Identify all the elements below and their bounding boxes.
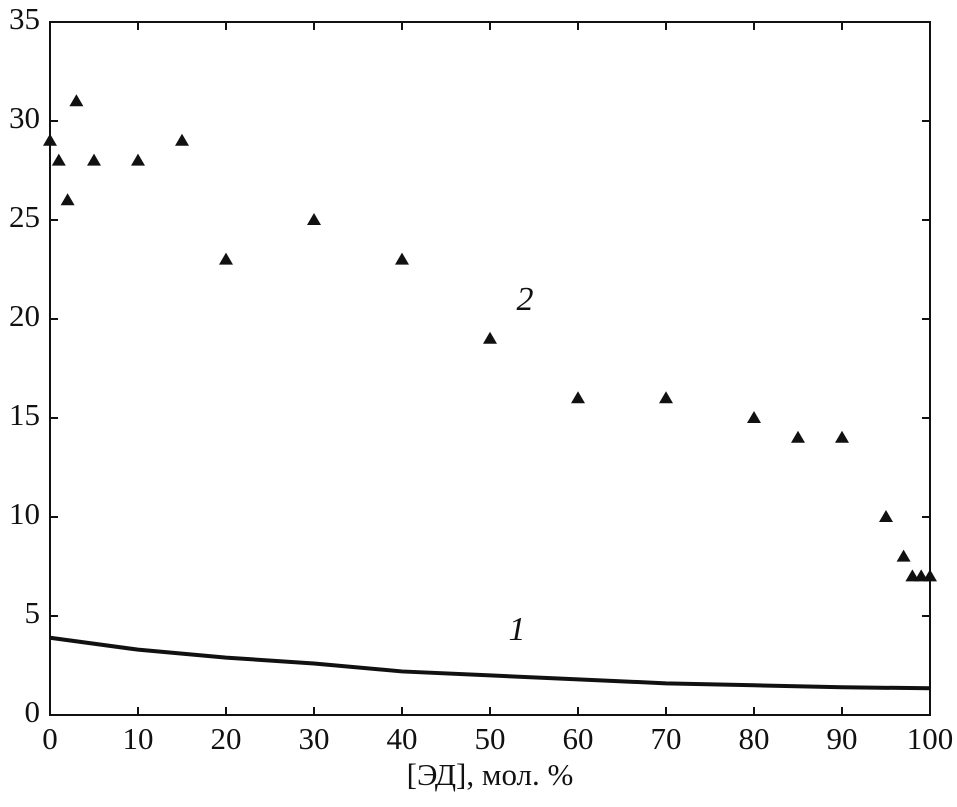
x-tick-label: 30 xyxy=(299,721,330,756)
marker xyxy=(395,252,409,265)
y-tick-label: 35 xyxy=(9,1,40,36)
marker xyxy=(307,213,321,225)
marker xyxy=(483,331,497,344)
x-axis-label: [ЭД], мол. % xyxy=(407,757,574,792)
y-tick-label: 25 xyxy=(9,199,40,234)
marker xyxy=(747,411,761,423)
x-tick-label: 10 xyxy=(123,721,154,756)
x-tick-label: 70 xyxy=(651,721,682,756)
marker xyxy=(51,153,66,166)
line xyxy=(49,635,931,691)
marker xyxy=(659,391,673,404)
x-tick-label: 50 xyxy=(475,721,506,756)
marker xyxy=(905,569,920,582)
annotation: 1 xyxy=(509,611,526,648)
marker xyxy=(60,193,75,206)
marker xyxy=(896,549,911,562)
y-tick-label: 20 xyxy=(9,298,40,333)
x-tick-label: 20 xyxy=(211,721,242,756)
x-tick-label: 40 xyxy=(387,721,418,756)
marker xyxy=(131,153,145,166)
x-tick-label: 90 xyxy=(827,721,858,756)
marker xyxy=(923,569,937,582)
y-tick-label: 10 xyxy=(9,496,40,531)
y-tick-label: 15 xyxy=(9,397,40,432)
x-tick-label: 80 xyxy=(739,721,770,756)
marker xyxy=(87,153,101,166)
marker xyxy=(914,569,929,582)
marker xyxy=(835,430,849,443)
x-tick-label: 0 xyxy=(42,721,58,756)
marker xyxy=(175,133,189,146)
marker xyxy=(791,430,805,443)
plot-frame xyxy=(49,21,931,716)
annotation: 2 xyxy=(517,281,534,318)
marker xyxy=(69,94,84,107)
marker xyxy=(571,391,585,404)
y-tick-label: 5 xyxy=(25,595,41,630)
y-tick-label: 30 xyxy=(9,100,40,135)
y-tick-label: 0 xyxy=(25,694,41,729)
marker xyxy=(879,510,893,522)
marker xyxy=(43,133,57,146)
x-tick-label: 60 xyxy=(563,721,594,756)
x-tick-label: 100 xyxy=(907,721,954,756)
marker xyxy=(219,252,233,265)
